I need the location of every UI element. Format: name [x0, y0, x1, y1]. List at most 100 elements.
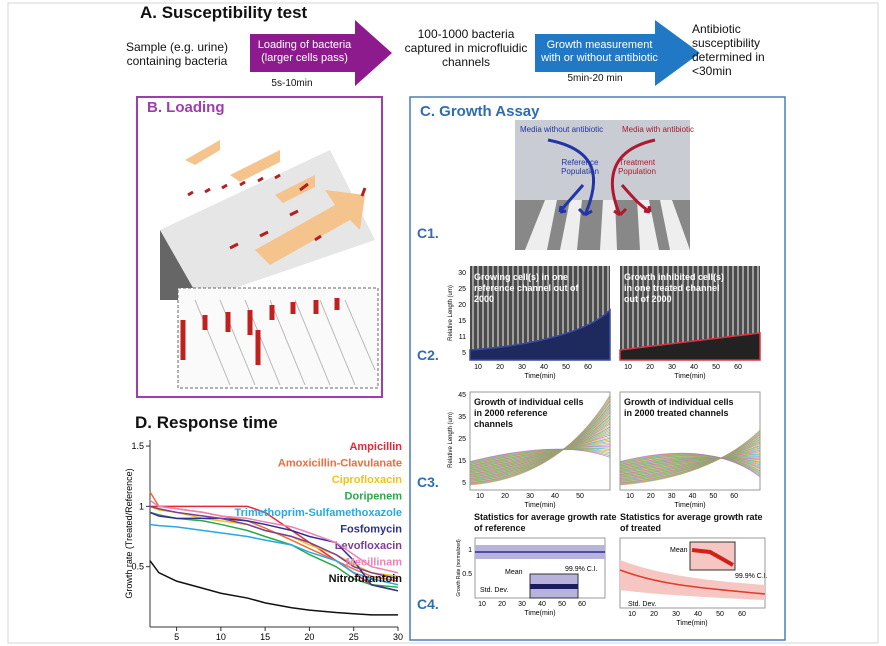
c2-x-tick-label: 50: [712, 364, 720, 371]
legend-entry: Mecillinam: [346, 557, 402, 569]
loading-time: 5s-10min: [262, 77, 322, 91]
c4-y-tick-label: 0.5: [462, 571, 472, 578]
x-tick-label: 20: [304, 632, 314, 642]
c1-label: C1.: [417, 226, 439, 240]
captured-text: 100-1000 bacteria captured in microfluid…: [397, 27, 535, 69]
c2-label: C2.: [417, 348, 439, 362]
c2-y-label: Relative Length (um): [448, 285, 454, 341]
c4-inset: [690, 542, 735, 570]
c3-x-tick-label: 50: [576, 493, 584, 500]
c3-x-tick-label: 40: [689, 493, 697, 500]
c2-x-tick-label: 10: [624, 364, 632, 371]
c4-x-tick-label: 10: [628, 611, 636, 618]
c4-ci: 99.9% C.I.: [565, 566, 598, 573]
x-tick-label: 30: [393, 632, 403, 642]
c3-x-tick-label: 30: [526, 493, 534, 500]
panel-c-title: C. Growth Assay: [420, 105, 539, 119]
growth-text: Growth measurement with or without antib…: [537, 39, 662, 65]
c3-x-tick-label: 40: [551, 493, 559, 500]
legend-entry: Trimethoprim-Sulfamethoxazole: [235, 507, 402, 519]
c2-left-title: Growing cell(s) in one reference channel…: [474, 272, 584, 305]
c4-x-label: Time(min): [524, 610, 555, 617]
c2-x-tick-label: 20: [496, 364, 504, 371]
legend-entry: Ciprofloxacin: [332, 474, 403, 486]
c4-y-label: Growth Rate (normalized): [456, 539, 462, 597]
panel-d-title: D. Response time: [135, 416, 278, 430]
x-tick-label: 10: [216, 632, 226, 642]
c3-x-tick-label: 20: [501, 493, 509, 500]
c4-x-tick-label: 30: [518, 601, 526, 608]
loading-text: Loading of bacteria (larger cells pass): [252, 39, 357, 65]
c2-y-tick-label: 5: [462, 350, 466, 357]
legend-entry: Doripenem: [345, 491, 403, 503]
c2-x-tick-label: 50: [562, 364, 570, 371]
c4-std: Std. Dev.: [480, 587, 508, 594]
x-tick-label: 25: [349, 632, 359, 642]
x-tick-label: 15: [260, 632, 270, 642]
c3-x-label: Time(min): [524, 502, 555, 509]
c4-x-tick-label: 10: [478, 601, 486, 608]
legend-entry: Amoxicillin-Clavulanate: [278, 458, 402, 470]
c2-x-tick-label: 20: [646, 364, 654, 371]
c2-right-title: Growth inhibited cell(s) in one treated …: [624, 272, 734, 305]
c3-label: C3.: [417, 475, 439, 489]
c3-y-tick-label: 15: [458, 458, 466, 465]
media-with: Media with antibiotic: [622, 123, 694, 137]
sample-text: Sample (e.g. urine) containing bacteria: [112, 40, 242, 68]
c2-x-label: Time(min): [674, 373, 705, 380]
c4-x-tick-label: 20: [498, 601, 506, 608]
c4-std: Std. Dev.: [628, 601, 656, 608]
c4-label: C4.: [417, 597, 439, 611]
c3-x-tick-label: 20: [647, 493, 655, 500]
panel-b-title: B. Loading: [147, 101, 225, 115]
c4-right-title: Statistics for average growth rate of tr…: [620, 512, 770, 534]
c4-x-tick-label: 40: [694, 611, 702, 618]
c2-x-tick-label: 30: [518, 364, 526, 371]
y-axis-label: Growth rate (Treated/Reference): [124, 468, 134, 598]
media-without: Media without antibiotic: [520, 123, 603, 137]
c3-x-tick-label: 10: [626, 493, 634, 500]
c2-y-tick-label: 30: [458, 270, 466, 277]
legend-entry: Ampicillin: [349, 441, 402, 453]
legend-entry: Levofloxacin: [335, 540, 403, 552]
c2-y-tick-label: 20: [458, 302, 466, 309]
reference-population: Reference Population: [555, 158, 605, 176]
c4-mean: Mean: [670, 547, 688, 554]
c4-x-tick-label: 50: [716, 611, 724, 618]
y-tick-label: 1.5: [131, 441, 144, 451]
c3-right-title: Growth of individual cells in 2000 treat…: [624, 397, 734, 419]
c4-x-tick-label: 20: [650, 611, 658, 618]
c-plots: 10 20 30 40 50 60 Time(min) 10 20 30 40 50 60 Time(mi…: [448, 266, 768, 627]
c3-y-tick-label: 45: [458, 392, 466, 399]
growth-time: 5min-20 min: [555, 72, 635, 86]
panel-a-title: A. Susceptibility test: [140, 6, 307, 20]
figure-graphics: 10 20 30 40 50 60 Time(min) 10 20 30 40 50 60 Time(mi…: [0, 0, 886, 646]
c4-ci: 99.9% C.I.: [735, 573, 768, 580]
c2-y-tick-label: 15: [458, 318, 466, 325]
treatment-population: Treatment Population: [612, 158, 662, 176]
c4-left-title: Statistics for average growth rate of re…: [474, 512, 624, 534]
c2-x-tick-label: 60: [734, 364, 742, 371]
c2-y-tick-label: 11: [459, 334, 466, 341]
c4-x-tick-label: 40: [538, 601, 546, 608]
loading-illustration: [160, 140, 378, 388]
c4-x-tick-label: 30: [672, 611, 680, 618]
result-text: Antibiotic susceptibility determined in …: [692, 22, 792, 78]
y-tick-label: 1: [139, 501, 144, 511]
c4-x-label: Time(min): [676, 620, 707, 627]
x-tick-label: 5: [174, 632, 179, 642]
c4-y-tick-label: 1: [468, 547, 472, 554]
c2-x-tick-label: 40: [540, 364, 548, 371]
c3-x-tick-label: 60: [730, 493, 738, 500]
c3-left-title: Growth of individual cells in 2000 refer…: [474, 397, 584, 430]
c3-x-tick-label: 30: [668, 493, 676, 500]
c2-y-tick-label: 25: [458, 286, 466, 293]
c2-x-tick-label: 30: [668, 364, 676, 371]
c3-x-tick-label: 10: [476, 493, 484, 500]
c4-x-tick-label: 50: [558, 601, 566, 608]
c3-y-tick-label: 25: [458, 436, 466, 443]
c2-x-tick-label: 60: [584, 364, 592, 371]
c2-x-tick-label: 40: [690, 364, 698, 371]
figure: 10 20 30 40 50 60 Time(min) 10 20 30 40 50 60 Time(mi…: [0, 0, 886, 646]
c1-illustration: [515, 120, 690, 250]
